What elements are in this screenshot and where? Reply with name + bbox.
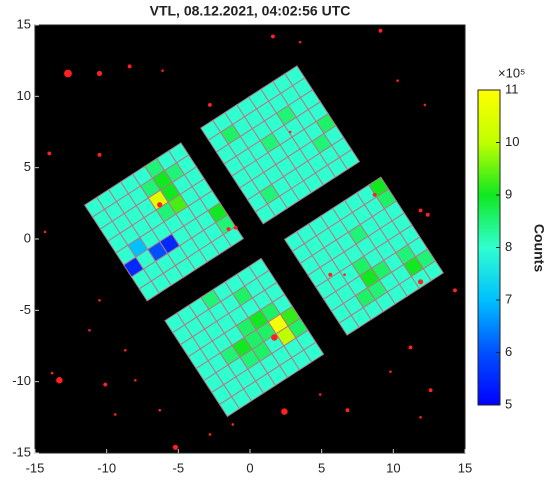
star bbox=[423, 103, 427, 107]
y-tick-label: 5 bbox=[24, 159, 31, 174]
star bbox=[207, 102, 212, 107]
star bbox=[47, 151, 52, 156]
star bbox=[97, 152, 102, 157]
colorbar-tick-label: 10 bbox=[505, 134, 519, 149]
star bbox=[270, 34, 275, 39]
y-tick-label: -15 bbox=[12, 444, 31, 459]
colorbar-tick-label: 8 bbox=[505, 239, 512, 254]
star bbox=[271, 334, 278, 341]
colorbar-label: Counts bbox=[531, 224, 547, 272]
star bbox=[64, 69, 72, 78]
star bbox=[233, 225, 238, 230]
star bbox=[425, 212, 430, 217]
star bbox=[226, 227, 231, 231]
star bbox=[343, 273, 346, 276]
star bbox=[417, 279, 424, 285]
star bbox=[419, 416, 422, 419]
star bbox=[281, 408, 288, 415]
star bbox=[134, 378, 137, 382]
detector-pixel bbox=[422, 260, 444, 282]
star bbox=[345, 408, 350, 413]
star bbox=[396, 79, 399, 82]
star bbox=[124, 348, 127, 352]
detector-module bbox=[283, 176, 444, 336]
star bbox=[172, 444, 179, 450]
chart-title: VTL, 08.12.2021, 04:02:56 UTC bbox=[150, 3, 351, 19]
x-tick-label: 10 bbox=[386, 460, 400, 475]
star bbox=[208, 433, 212, 436]
y-tick-label: 0 bbox=[24, 230, 31, 245]
star bbox=[127, 64, 132, 69]
y-tick-label: -5 bbox=[19, 302, 31, 317]
star bbox=[453, 288, 457, 293]
star bbox=[157, 202, 163, 208]
star bbox=[88, 329, 91, 332]
star bbox=[288, 130, 292, 134]
detector-pixel bbox=[338, 148, 361, 171]
y-tick-label: -10 bbox=[12, 373, 31, 388]
star bbox=[428, 388, 433, 393]
star bbox=[43, 230, 47, 234]
detector-pixel bbox=[303, 341, 325, 363]
star bbox=[389, 370, 392, 373]
colorbar-tick-label: 5 bbox=[505, 396, 512, 411]
star bbox=[56, 376, 63, 384]
star bbox=[318, 393, 322, 396]
star bbox=[372, 192, 377, 197]
star bbox=[98, 299, 101, 302]
x-tick-label: 0 bbox=[246, 460, 253, 475]
star bbox=[96, 70, 103, 77]
detector-pixel bbox=[222, 226, 245, 248]
x-tick-label: -5 bbox=[173, 460, 185, 475]
detector-module bbox=[200, 65, 361, 225]
star bbox=[158, 408, 161, 412]
colorbar-multiplier: ×10⁵ bbox=[498, 65, 525, 80]
star bbox=[113, 413, 117, 416]
star bbox=[418, 208, 423, 213]
star bbox=[50, 371, 54, 375]
colorbar-tick-label: 6 bbox=[505, 344, 512, 359]
colorbar-tick-label: 7 bbox=[505, 291, 512, 306]
x-tick-label: 15 bbox=[458, 460, 472, 475]
detector-module bbox=[164, 257, 325, 418]
star bbox=[298, 40, 302, 44]
y-tick-label: 10 bbox=[17, 88, 31, 103]
colorbar-tick-label: 9 bbox=[505, 186, 512, 201]
star bbox=[103, 382, 108, 387]
detector-module bbox=[83, 142, 245, 302]
x-tick-label: 5 bbox=[318, 460, 325, 475]
x-tick-label: -15 bbox=[26, 460, 45, 475]
x-tick-label: -10 bbox=[97, 460, 116, 475]
star bbox=[408, 345, 413, 350]
star bbox=[161, 69, 164, 72]
y-tick-label: 15 bbox=[17, 16, 31, 31]
colorbar-tick-label: 11 bbox=[505, 81, 519, 96]
star bbox=[231, 423, 235, 426]
star bbox=[378, 28, 383, 33]
star bbox=[328, 272, 333, 277]
